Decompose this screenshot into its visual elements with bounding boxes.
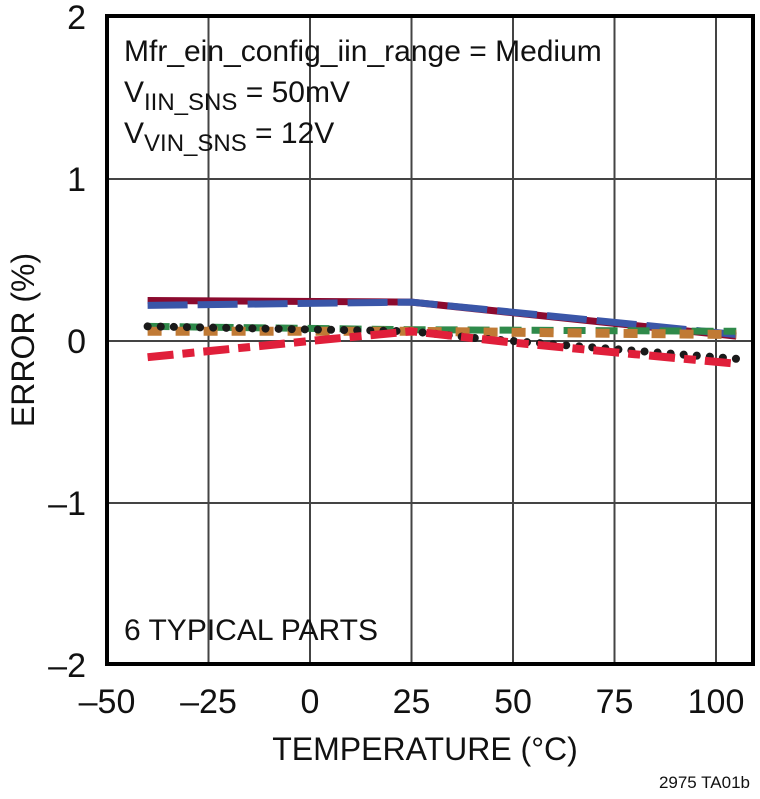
y-tick-label: 2 [67,0,86,37]
annotation-vvin: VVIN_SNS = 12V [124,117,334,157]
data-series [143,297,741,368]
plot-frame [105,14,755,666]
y-tick-label: –1 [48,485,86,523]
annotation-typical-parts: 6 TYPICAL PARTS [124,614,378,647]
y-tick-label: 0 [67,323,86,361]
y-axis-label: ERROR (%) [5,253,41,427]
series-line [147,298,737,338]
series-line [147,327,737,368]
figure-code: 2975 TA01b [658,773,750,792]
x-tick-label: 25 [393,683,431,721]
y-tick-labels: 2 1 0 –1 –2 [48,0,86,685]
annotation-range: Mfr_ein_config_iin_range = Medium [124,35,602,68]
grid [107,16,753,664]
x-tick-label: –50 [79,683,136,721]
x-tick-label: 0 [301,683,320,721]
y-tick-label: 1 [67,161,86,199]
y-tick-label: –2 [48,647,86,685]
x-tick-label: 100 [688,683,745,721]
x-tick-labels: –50 –25 0 25 50 75 100 [79,683,745,721]
x-tick-label: –25 [180,683,237,721]
x-tick-label: 50 [494,683,532,721]
x-axis-label: TEMPERATURE (°C) [272,731,578,767]
x-tick-label: 75 [596,683,634,721]
annotation-viin: VIIN_SNS = 50mV [124,76,350,116]
